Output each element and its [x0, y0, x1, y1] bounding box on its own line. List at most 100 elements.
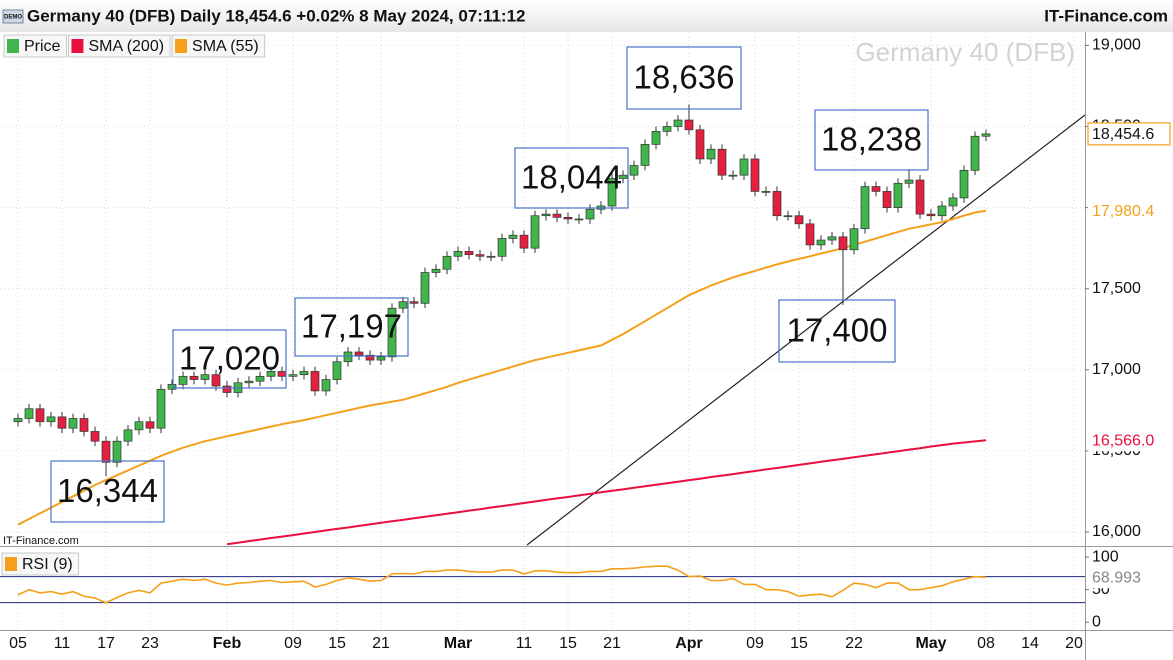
candle-body: [310, 371, 320, 392]
candle-body: [211, 374, 221, 387]
candle-body: [651, 131, 661, 145]
candle-body: [739, 158, 749, 176]
annotation: 18,044: [521, 159, 622, 196]
candle-body: [497, 238, 507, 257]
x-tick-label: Mar: [444, 635, 472, 652]
candle-body: [816, 239, 826, 246]
x-tick-label: 15: [328, 635, 346, 652]
x-tick-label: 09: [284, 635, 302, 652]
legend-label: RSI (9): [22, 556, 73, 573]
value-label: 68.993: [1092, 570, 1141, 587]
candle-body: [365, 354, 375, 361]
candle-body: [552, 213, 562, 218]
candle-body: [486, 255, 496, 258]
candle-body: [343, 351, 353, 363]
candle-body: [321, 379, 331, 392]
candle-body: [860, 186, 870, 230]
legend-swatch: [5, 557, 17, 571]
candle-body: [563, 217, 573, 220]
legend-item: SMA (200): [68, 34, 171, 58]
x-tick-label: 22: [845, 635, 863, 652]
candle-body: [24, 408, 34, 419]
value-tag: [1088, 199, 1170, 222]
candle-body: [299, 371, 309, 376]
candle-body: [387, 307, 397, 358]
candle-body: [794, 215, 804, 225]
legend-label: SMA (55): [192, 38, 259, 55]
legend-bg: [1, 552, 80, 576]
x-tick-label: 21: [372, 635, 390, 652]
candle-body: [398, 301, 408, 309]
candle-body: [420, 272, 430, 304]
candle-body: [354, 351, 364, 356]
x-tick-label: 11: [516, 635, 533, 652]
value-tag: [1088, 566, 1170, 589]
trend-line: [526, 114, 1086, 546]
legend-item: SMA (55): [171, 34, 266, 58]
x-tick-label: 08: [977, 635, 995, 652]
candle-body: [189, 375, 199, 380]
candle-body: [662, 126, 672, 132]
legend-swatch: [71, 39, 84, 53]
legend: Price SMA (200) SMA (55) RSI (9) IT-Finance.…: [1, 34, 266, 576]
candle-body: [915, 179, 925, 215]
candle-body: [574, 218, 584, 221]
candle-body: [222, 385, 232, 393]
source: IT-Finance.com: [1044, 6, 1168, 25]
candle-body: [255, 375, 265, 382]
x-tick-label: 09: [746, 635, 764, 652]
candle-body: [728, 174, 738, 177]
annotation-box: [50, 460, 165, 523]
candle-body: [178, 375, 188, 385]
candle-body: [948, 197, 958, 207]
annotation: 17,400: [787, 312, 888, 349]
x-tick-label: 15: [790, 635, 808, 652]
x-tick-label: 23: [141, 635, 159, 652]
candle-body: [453, 251, 463, 257]
value-tag: [1087, 122, 1171, 146]
candle-body: [244, 380, 254, 384]
candle-body: [893, 182, 903, 208]
candle-body: [475, 254, 485, 257]
candle-body: [508, 234, 518, 239]
y-tick-label: 17,500: [1092, 280, 1141, 297]
candle-body: [464, 251, 474, 256]
x-tick-label: 14: [1021, 635, 1039, 652]
x-tick-label: 11: [54, 635, 71, 652]
candle-body: [618, 174, 628, 179]
annotation-box: [294, 297, 409, 357]
annotation: 17,020: [179, 340, 280, 377]
candle-body: [134, 421, 144, 431]
candle-body: [79, 418, 89, 432]
candle-body: [112, 440, 122, 463]
candle-body: [640, 144, 650, 166]
rsi-line: [17, 565, 987, 604]
candle-body: [156, 388, 166, 429]
y-tick-label: 16,000: [1092, 523, 1141, 540]
sma-line: [226, 439, 987, 545]
x-tick-label: 20: [1065, 635, 1083, 652]
value-tag: [1088, 429, 1170, 452]
value-label: 18,454.6: [1092, 126, 1154, 143]
title-bar: [0, 0, 1173, 32]
y-tick-label: 19,000: [1092, 37, 1141, 54]
annotation-box: [172, 329, 287, 389]
candle-body: [926, 213, 936, 217]
candle-body: [882, 191, 892, 208]
demo-badge: [2, 9, 24, 24]
candle-body: [761, 191, 771, 193]
x-tick-label: 15: [559, 635, 577, 652]
value-label: 17,980.4: [1092, 203, 1154, 220]
candle-body: [431, 268, 441, 273]
x-tick-label: Feb: [213, 635, 242, 652]
candle-body: [629, 165, 639, 176]
annotation: 17,197: [301, 308, 402, 345]
candle-body: [409, 301, 419, 304]
legend-bg: [171, 34, 266, 58]
candle-body: [849, 228, 859, 251]
sma-line: [17, 209, 987, 526]
legend-label: SMA (200): [88, 38, 164, 55]
legend-bg: [68, 34, 171, 58]
